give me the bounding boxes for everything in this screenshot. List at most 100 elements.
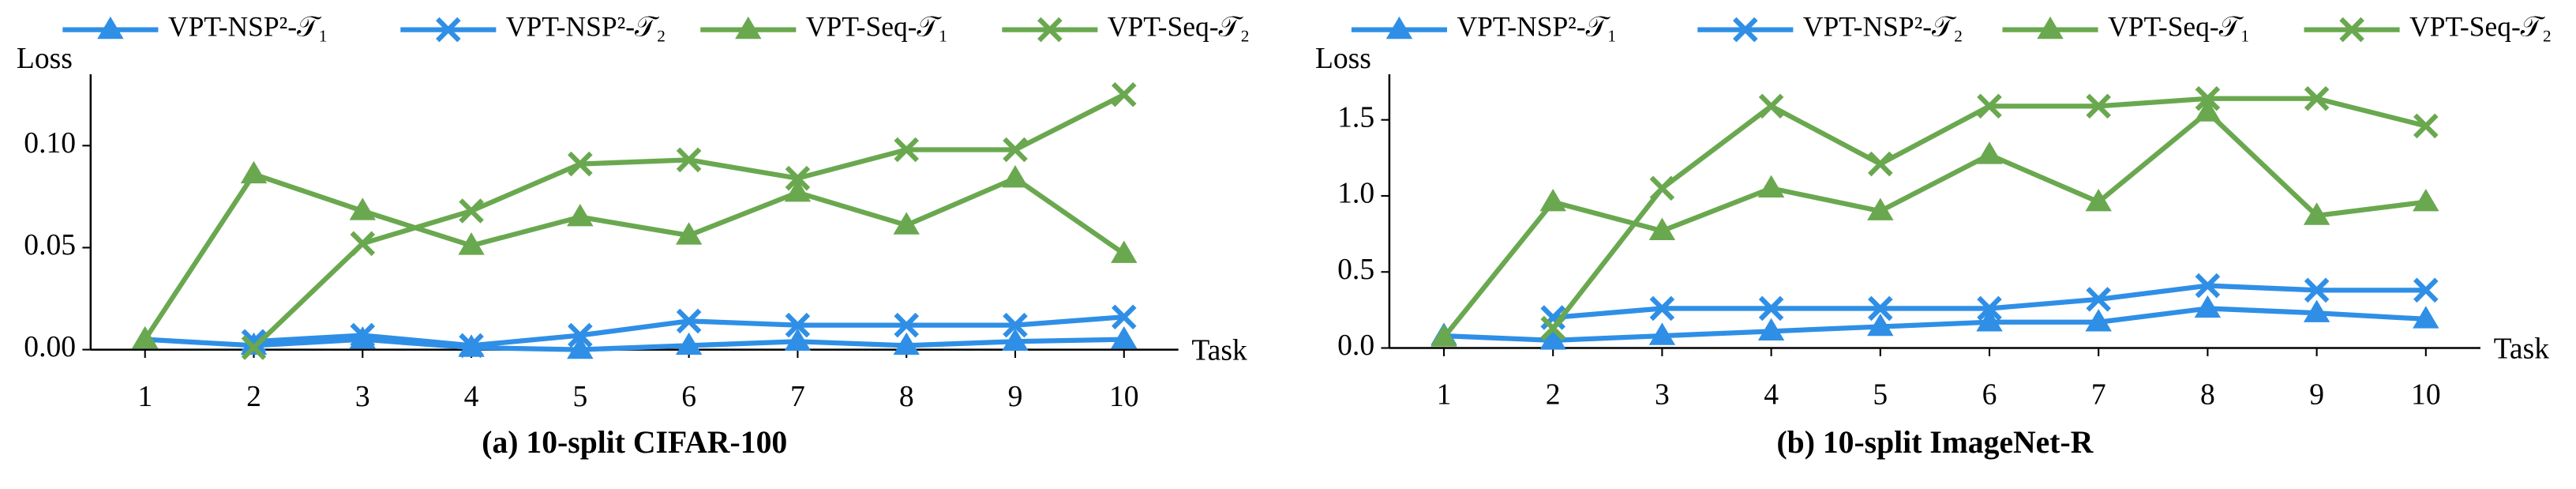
data-point <box>1868 151 1893 177</box>
data-point <box>2303 299 2330 322</box>
y-axis-label: Loss <box>1315 43 1371 75</box>
series-line <box>1550 96 2427 330</box>
x-tick-label: 7 <box>790 381 805 413</box>
y-tick-label: 0.10 <box>24 127 76 160</box>
x-tick-label: 5 <box>572 381 587 413</box>
x-axis-label: Task <box>1191 334 1247 367</box>
x-tick-label: 10 <box>2411 379 2441 412</box>
data-point <box>1111 325 1138 349</box>
data-point <box>894 137 919 163</box>
data-point <box>567 336 594 359</box>
y-axis-label: Loss <box>17 43 73 75</box>
data-point <box>1540 305 1565 330</box>
series-line <box>144 337 1124 352</box>
y-tick-label: 0.00 <box>24 331 76 363</box>
y-tick-label: 0.0 <box>1337 329 1374 362</box>
x-tick-label: 8 <box>899 381 914 413</box>
data-point <box>1648 217 1676 240</box>
data-point <box>1111 81 1137 107</box>
x-tick-label: 6 <box>681 381 696 413</box>
chart-title: (a) 10-split CIFAR-100 <box>482 425 787 460</box>
data-point <box>459 333 484 359</box>
data-point <box>675 222 703 245</box>
data-point <box>459 198 484 224</box>
data-point <box>350 231 376 257</box>
data-point <box>893 212 920 235</box>
data-point <box>2086 93 2111 119</box>
data-point <box>1539 327 1566 350</box>
y-tick-label: 1.0 <box>1337 178 1374 210</box>
legend-marker <box>2339 17 2364 43</box>
data-point <box>1976 309 2003 332</box>
data-point <box>568 151 593 177</box>
data-point <box>784 328 812 351</box>
data-point <box>1757 318 1785 341</box>
data-point <box>1003 312 1028 338</box>
data-point <box>784 179 812 202</box>
legend-marker <box>2037 16 2064 39</box>
legend-label: VPT-NSP²-𝒯₂ <box>506 11 666 43</box>
legend-label: VPT-Seq-𝒯₂ <box>2409 11 2552 43</box>
x-tick-label: 4 <box>1764 379 1779 412</box>
data-point <box>2195 85 2221 111</box>
data-point <box>2413 277 2439 303</box>
data-point <box>350 322 376 348</box>
data-point <box>2194 99 2222 122</box>
data-point <box>2413 306 2439 329</box>
data-point <box>1758 295 1784 322</box>
data-point <box>2413 188 2439 212</box>
data-point <box>785 165 811 191</box>
legend-label: VPT-NSP²-𝒯₁ <box>168 11 328 43</box>
data-point <box>785 312 811 338</box>
series-line <box>252 92 1126 350</box>
data-point <box>1977 295 2002 322</box>
data-point <box>2086 287 2111 312</box>
data-point <box>893 332 920 355</box>
legend-marker <box>1037 17 1063 43</box>
data-point <box>1111 240 1138 263</box>
data-point <box>241 329 267 355</box>
data-point <box>675 332 703 355</box>
data-point <box>1002 164 1029 188</box>
y-tick-label: 1.5 <box>1337 101 1374 134</box>
x-tick-label: 9 <box>2309 379 2324 412</box>
data-point <box>1757 175 1785 198</box>
legend-label: VPT-NSP²-𝒯₁ <box>1457 11 1617 43</box>
data-point <box>241 335 267 360</box>
data-point <box>1111 304 1137 330</box>
data-point <box>349 197 376 220</box>
data-point <box>568 322 593 348</box>
data-point <box>1758 93 1784 119</box>
legend-marker <box>735 16 762 39</box>
data-point <box>2413 113 2439 139</box>
legend-label: VPT-NSP²-𝒯₂ <box>1803 11 1963 43</box>
data-point <box>1539 188 1566 212</box>
legend-marker <box>97 16 124 39</box>
series-line <box>1442 108 2427 339</box>
data-point <box>2195 273 2221 299</box>
data-point <box>567 204 594 227</box>
data-point <box>1002 328 1029 351</box>
legend-marker <box>1733 17 1758 43</box>
x-tick-label: 3 <box>355 381 370 413</box>
x-axis-label: Task <box>2494 333 2550 365</box>
data-point <box>2303 202 2330 225</box>
data-point <box>1867 197 1894 220</box>
data-point <box>1003 137 1028 163</box>
data-point <box>1868 295 1893 322</box>
data-point <box>676 308 702 334</box>
x-tick-label: 1 <box>1437 379 1452 412</box>
x-tick-label: 8 <box>2200 379 2215 412</box>
data-point <box>1867 313 1894 337</box>
x-tick-label: 2 <box>1546 379 1561 412</box>
series-line <box>1443 306 2426 344</box>
data-point <box>1977 93 2002 119</box>
x-tick-label: 9 <box>1008 381 1023 413</box>
legend-label: VPT-Seq-𝒯₂ <box>1108 11 1250 43</box>
series-line <box>143 171 1126 341</box>
x-tick-label: 10 <box>1109 381 1139 413</box>
data-point <box>1649 295 1675 322</box>
legend-label: VPT-Seq-𝒯₁ <box>2108 11 2250 43</box>
data-point <box>2085 309 2112 332</box>
